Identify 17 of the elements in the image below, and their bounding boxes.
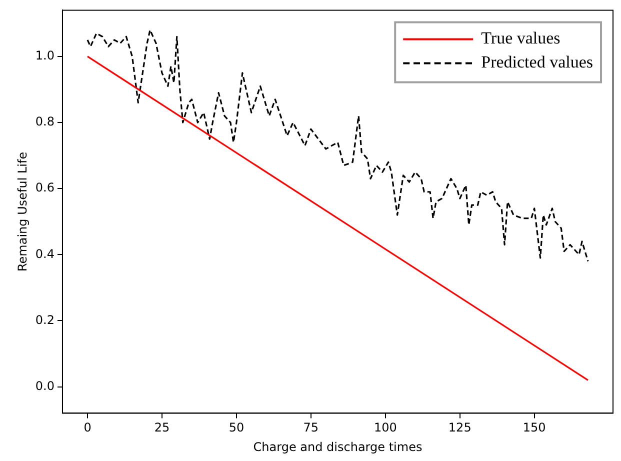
x-axis-title: Charge and discharge times xyxy=(253,440,422,454)
x-tick-label: 25 xyxy=(154,420,170,435)
x-tick-label: 75 xyxy=(303,420,319,435)
y-tick-label: 0.8 xyxy=(35,114,54,129)
x-tick-label: 100 xyxy=(374,420,397,435)
y-tick-label: 0.4 xyxy=(35,246,54,261)
y-tick-label: 0.0 xyxy=(35,378,54,393)
y-axis-title: Remaing Useful Life xyxy=(15,152,30,272)
legend-label: True values xyxy=(481,28,560,48)
y-tick-label: 1.0 xyxy=(35,48,54,63)
x-tick-label: 0 xyxy=(84,420,92,435)
y-tick-label: 0.2 xyxy=(35,312,54,327)
y-tick-label: 0.6 xyxy=(35,180,54,195)
x-tick-label: 125 xyxy=(448,420,472,435)
x-tick-label: 50 xyxy=(228,420,244,435)
legend-label: Predicted values xyxy=(481,52,594,72)
x-tick-label: 150 xyxy=(522,420,546,435)
